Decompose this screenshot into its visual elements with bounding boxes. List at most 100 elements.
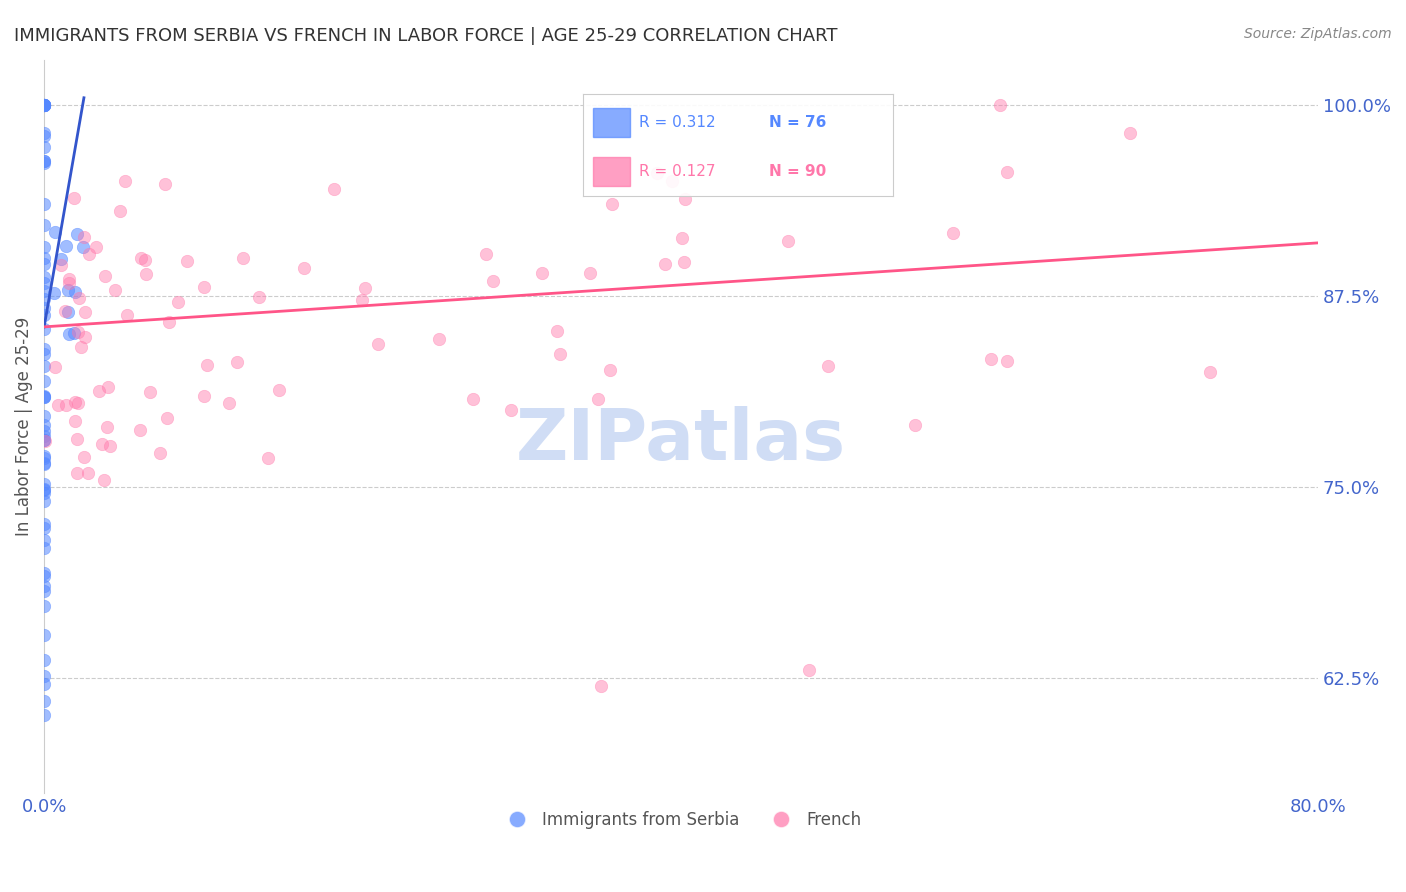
Point: [1118, 127, 1140, 141]
Point: [32, 98, 55, 112]
Point: [32, 669, 55, 683]
Point: [46, 398, 69, 412]
Point: [66, 326, 89, 340]
Point: [578, 266, 600, 280]
Point: [97, 380, 120, 394]
Point: [32, 374, 55, 388]
Point: [77, 247, 100, 261]
Point: [350, 293, 373, 307]
Point: [32, 568, 55, 582]
Point: [32, 126, 55, 140]
Point: [67, 292, 90, 306]
Point: [86, 240, 108, 254]
Text: N = 76: N = 76: [769, 115, 827, 130]
Point: [32, 301, 55, 315]
Point: [817, 359, 839, 373]
Point: [32, 451, 55, 466]
Point: [58, 271, 80, 285]
Point: [32, 541, 55, 555]
Point: [63, 285, 86, 299]
Point: [176, 254, 198, 268]
Text: R = 0.312: R = 0.312: [640, 115, 716, 130]
Point: [104, 283, 127, 297]
Point: [32, 284, 55, 298]
Point: [32, 456, 55, 470]
Point: [157, 315, 180, 329]
Point: [62, 326, 84, 340]
Point: [32, 98, 55, 112]
Point: [673, 192, 696, 206]
Point: [32, 566, 55, 580]
Point: [32, 128, 55, 143]
Point: [32, 153, 55, 168]
Point: [32, 521, 55, 535]
Point: [34, 434, 56, 449]
Point: [904, 418, 927, 433]
Point: [32, 256, 55, 270]
Point: [53, 304, 76, 318]
Point: [988, 98, 1011, 112]
Point: [58, 326, 80, 341]
Bar: [593, 157, 630, 186]
Point: [32, 579, 55, 593]
Point: [32, 433, 55, 447]
Point: [32, 485, 55, 500]
Point: [63, 414, 86, 428]
Legend: Immigrants from Serbia, French: Immigrants from Serbia, French: [494, 805, 869, 836]
Point: [153, 177, 176, 191]
Point: [98, 439, 121, 453]
Point: [672, 255, 695, 269]
Point: [73, 330, 96, 344]
Point: [32, 276, 55, 290]
Point: [32, 417, 55, 432]
Point: [654, 257, 676, 271]
Point: [32, 390, 55, 404]
Point: [267, 383, 290, 397]
Point: [129, 251, 152, 265]
Point: [32, 343, 55, 357]
Point: [134, 267, 156, 281]
Point: [32, 153, 55, 168]
Point: [797, 664, 820, 678]
Point: [70, 340, 93, 354]
Point: [49, 258, 72, 272]
Point: [110, 203, 132, 218]
Point: [32, 359, 55, 374]
Point: [115, 308, 138, 322]
Point: [32, 449, 55, 463]
Bar: [593, 108, 630, 136]
Point: [32, 533, 55, 548]
Text: Source: ZipAtlas.com: Source: ZipAtlas.com: [1244, 27, 1392, 41]
Point: [44, 359, 66, 374]
Point: [62, 191, 84, 205]
Point: [232, 251, 254, 265]
Point: [32, 197, 55, 211]
Point: [586, 392, 609, 406]
Point: [501, 402, 523, 417]
Point: [32, 219, 55, 233]
Point: [94, 268, 117, 283]
Point: [980, 352, 1002, 367]
Point: [66, 466, 89, 480]
Point: [32, 424, 55, 438]
Point: [475, 247, 498, 261]
Point: [32, 409, 55, 424]
Point: [149, 445, 172, 459]
Point: [32, 98, 55, 112]
Point: [193, 280, 215, 294]
Point: [49, 252, 72, 267]
Point: [671, 230, 693, 244]
Point: [323, 182, 346, 196]
Point: [32, 493, 55, 508]
Point: [55, 239, 77, 253]
Point: [96, 419, 118, 434]
Point: [32, 140, 55, 154]
Point: [32, 433, 55, 447]
Point: [661, 174, 683, 188]
Point: [87, 384, 110, 398]
Point: [91, 437, 114, 451]
Point: [32, 269, 55, 284]
Point: [32, 98, 55, 112]
Point: [32, 308, 55, 322]
Point: [66, 227, 89, 242]
